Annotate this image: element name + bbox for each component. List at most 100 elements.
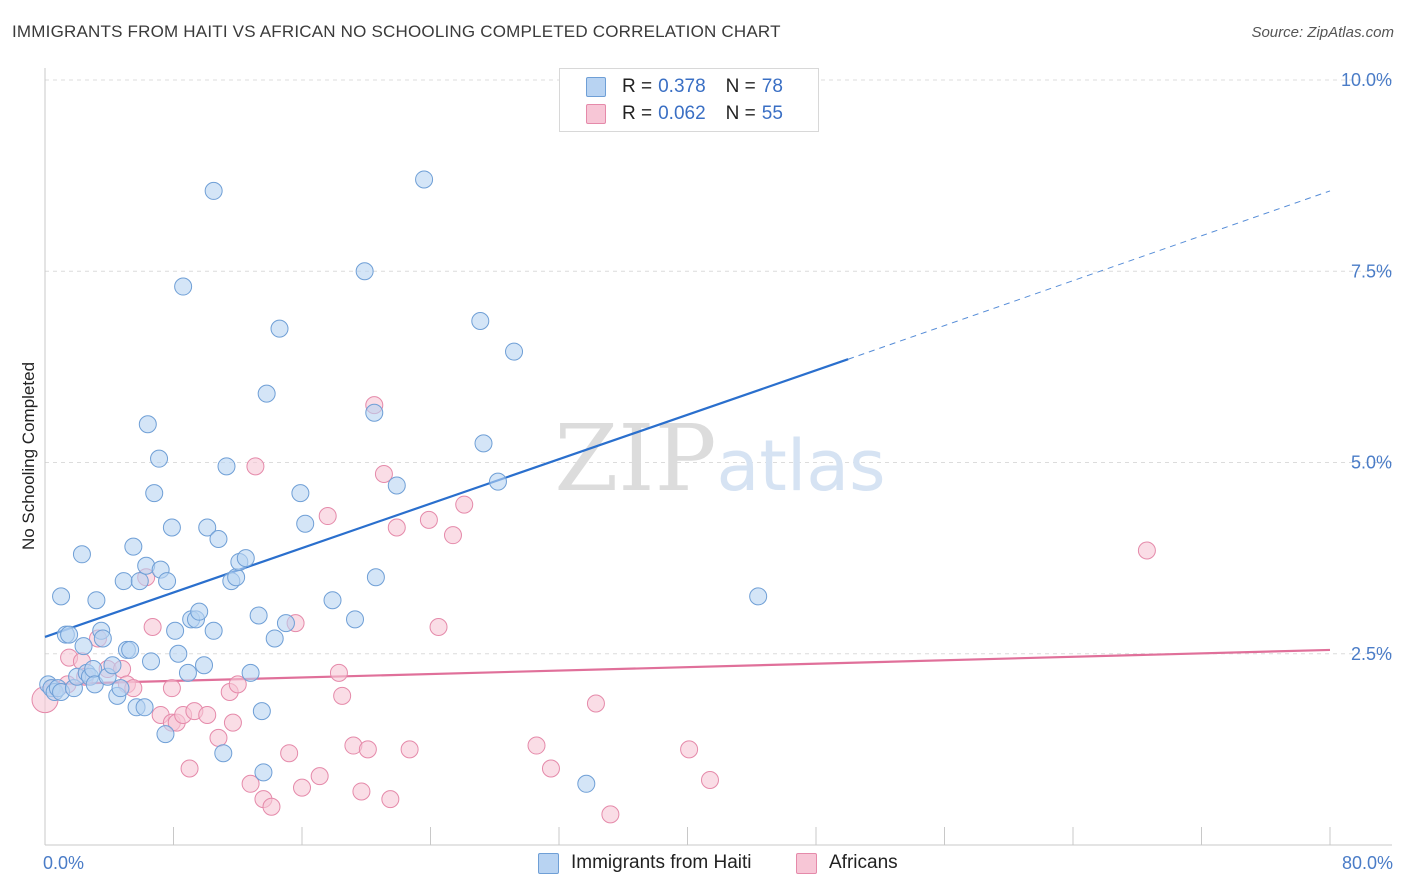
haiti-point — [121, 640, 140, 659]
x-tick-label: 0.0% — [43, 853, 84, 873]
africans-point — [198, 705, 217, 724]
axis-labels: 2.5% 5.0% 7.5% 10.0% 0.0% 80.0% No Schooling C… — [19, 70, 1393, 873]
africans-point — [541, 759, 560, 778]
africans-point — [455, 495, 474, 514]
africans-point — [358, 740, 377, 759]
haiti-point — [174, 277, 193, 296]
africans-point — [381, 790, 400, 809]
haiti-point — [93, 629, 112, 648]
haiti-point — [488, 472, 507, 491]
haiti-point — [178, 663, 197, 682]
haiti-point — [346, 610, 365, 629]
africans-point — [180, 759, 199, 778]
africans-point — [262, 797, 281, 816]
africans-point — [443, 526, 462, 545]
haiti-point — [114, 572, 133, 591]
chart-title: IMMIGRANTS FROM HAITI VS AFRICAN NO SCHO… — [12, 22, 781, 41]
haiti-point — [204, 621, 223, 640]
africans-point — [352, 782, 371, 801]
r-label: R = — [622, 76, 653, 97]
haiti-point — [365, 403, 384, 422]
africans-point — [680, 740, 699, 759]
haiti-point — [124, 537, 143, 556]
axes — [44, 68, 1392, 846]
haiti-point — [254, 763, 273, 782]
africans-point — [223, 713, 242, 732]
haiti-trend-extension — [847, 190, 1331, 360]
haiti-point — [103, 656, 122, 675]
r-label: R = — [622, 103, 653, 124]
haiti-point — [169, 644, 188, 663]
africans-point — [700, 770, 719, 789]
africans-swatch-icon — [586, 104, 606, 124]
africans-point — [293, 778, 311, 797]
haiti-trend-line — [44, 358, 849, 638]
x-tick-label: 80.0% — [1342, 853, 1393, 873]
y-tick-label: 10.0% — [1341, 70, 1392, 90]
haiti-point — [158, 572, 177, 591]
haiti-point — [87, 591, 106, 610]
haiti-legend-icon — [538, 852, 559, 874]
y-tick-label: 7.5% — [1351, 261, 1392, 281]
africans-point — [310, 767, 329, 786]
haiti-point — [415, 170, 434, 189]
legend-row-haiti: R = 0.378 N = 78 — [586, 75, 789, 99]
haiti-point — [138, 415, 157, 434]
stats-legend: R = 0.378 N = 78 R = 0.062 N = 55 — [559, 68, 819, 132]
haiti-point — [323, 591, 342, 610]
haiti-point — [236, 549, 255, 568]
legend-row-africans: R = 0.062 N = 55 — [586, 102, 789, 126]
haiti-point — [252, 702, 271, 721]
haiti-point — [749, 587, 768, 606]
n-value: 78 — [761, 76, 783, 97]
haiti-point — [195, 656, 214, 675]
y-axis-label: No Schooling Completed — [19, 362, 38, 550]
haiti-point — [111, 679, 130, 698]
watermark: ZIPatlas — [554, 405, 885, 512]
haiti-point — [74, 637, 93, 656]
haiti-point — [166, 621, 185, 640]
africans-point — [400, 740, 419, 759]
legend-item-haiti[interactable]: Immigrants from Haiti — [538, 852, 752, 874]
source-label: Source: ZipAtlas.com — [1251, 24, 1394, 41]
haiti-point — [227, 568, 246, 587]
data-points — [31, 170, 1156, 824]
haiti-point — [249, 606, 268, 625]
haiti-swatch-icon — [586, 77, 606, 97]
africans-point — [209, 728, 228, 747]
africans-point — [419, 510, 438, 529]
africans-point — [329, 663, 348, 682]
haiti-point — [217, 457, 236, 476]
africans-point — [162, 679, 181, 698]
haiti-point — [355, 262, 374, 281]
haiti-point — [265, 629, 284, 648]
legend-item-africans[interactable]: Africans — [796, 852, 898, 874]
haiti-point — [72, 545, 91, 564]
africans-point — [241, 774, 260, 793]
africans-point — [387, 518, 406, 537]
r-value: 0.378 — [658, 76, 706, 97]
haiti-point — [142, 652, 161, 671]
africans-point — [586, 694, 605, 713]
y-tick-label: 5.0% — [1351, 453, 1392, 473]
haiti-point — [296, 514, 315, 533]
haiti-point — [60, 625, 79, 644]
africans-legend-icon — [796, 852, 817, 874]
n-label: N = — [725, 103, 756, 124]
haiti-point — [505, 342, 524, 361]
haiti-point — [577, 774, 596, 793]
haiti-point — [135, 698, 154, 717]
haiti-point — [366, 568, 385, 587]
haiti-point — [209, 530, 228, 548]
africans-trend-line — [44, 648, 1331, 686]
haiti-point — [130, 572, 149, 591]
africans-point — [143, 617, 162, 636]
haiti-point — [198, 518, 217, 537]
haiti-point — [241, 663, 260, 682]
africans-point — [318, 507, 337, 526]
haiti-point — [190, 602, 209, 621]
haiti-point — [156, 725, 175, 744]
haiti-point — [214, 744, 233, 763]
haiti-point — [52, 587, 71, 606]
n-label: N = — [725, 76, 756, 97]
